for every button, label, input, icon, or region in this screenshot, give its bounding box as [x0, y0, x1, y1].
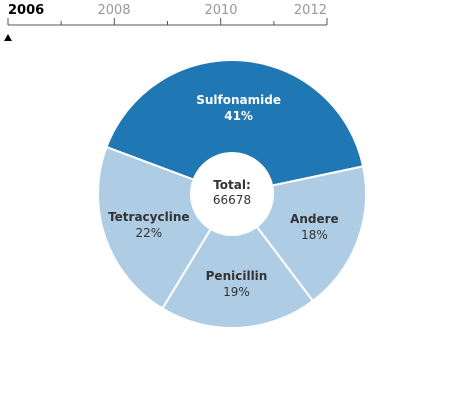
donut-hole — [190, 152, 274, 236]
timeline-year-2010[interactable]: 2010 — [204, 3, 237, 18]
timeline-year-2006[interactable]: 2006 — [8, 3, 44, 18]
slice-name-sulfonamide: Sulfonamide — [196, 93, 281, 107]
slice-name-andere: Andere — [290, 212, 339, 226]
center-total-value: 66678 — [213, 193, 251, 207]
labels-group: Sulfonamide 41% Andere 18% Penicillin 19% Tetr… — [108, 93, 339, 299]
slice-percent-tetracycline: 22% — [135, 226, 162, 240]
slice-name-penicillin: Penicillin — [206, 269, 268, 283]
timeline-year-2008[interactable]: 2008 — [97, 3, 130, 18]
slice-percent-sulfonamide: 41% — [224, 109, 253, 123]
timeline-handle-icon[interactable] — [4, 34, 12, 41]
slice-percent-penicillin: 19% — [223, 285, 250, 299]
slice-sulfonamide[interactable] — [105, 59, 365, 196]
slice-penicillin[interactable] — [161, 192, 315, 329]
slice-name-tetracycline: Tetracycline — [108, 210, 189, 224]
year-timeline[interactable]: 2006 2008 2010 2012 — [0, 0, 465, 48]
timeline-ticks — [7, 18, 328, 25]
timeline-year-2012[interactable]: 2012 — [294, 3, 327, 18]
slice-percent-andere: 18% — [301, 228, 328, 242]
center-total-label: Total: — [213, 178, 251, 192]
